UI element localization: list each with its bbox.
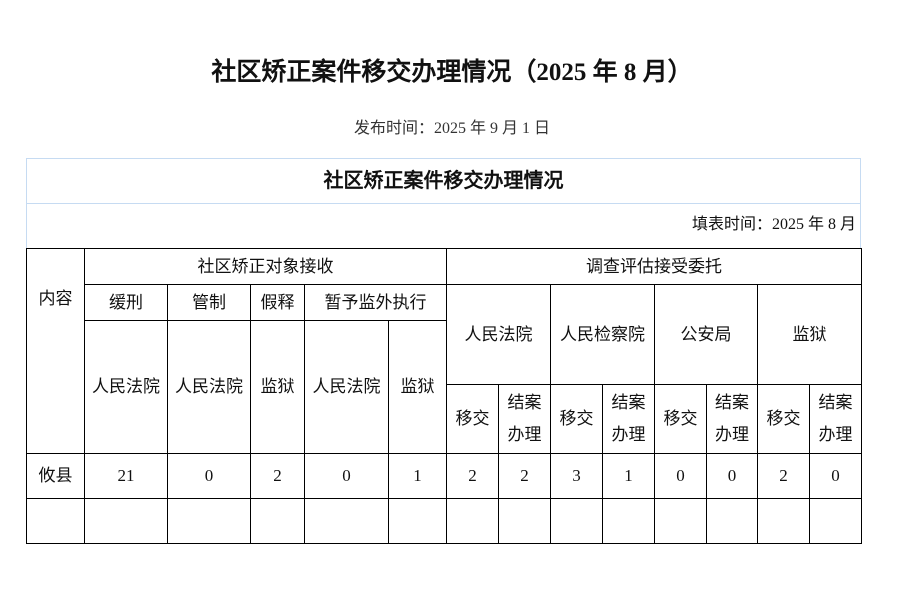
cell: 0 [706, 453, 759, 499]
cell: 1 [387, 453, 448, 499]
header-parole: 假释 [250, 284, 305, 321]
cell: 3 [550, 453, 604, 499]
cell: 2 [757, 453, 811, 499]
fill-time: 填表时间：2025 年 8 月 [26, 203, 861, 249]
page-title: 社区矫正案件移交办理情况（2025 年 8 月） [211, 59, 693, 86]
header-survey-procuratorate: 人民检察院 [550, 284, 656, 385]
cell [167, 498, 251, 544]
header-survey-court: 人民法院 [446, 284, 552, 385]
header-transfer: 移交 [757, 384, 811, 454]
header-source: 人民法院 [304, 320, 389, 454]
header-survey-group: 调查评估接受委托 [446, 248, 863, 285]
header-close: 结案 办理 [498, 384, 552, 454]
header-survey-prison: 监狱 [757, 284, 863, 385]
header-transfer: 移交 [654, 384, 708, 454]
header-survey-police: 公安局 [654, 284, 759, 385]
header-close: 结案 办理 [706, 384, 759, 454]
row-name: 攸县 [26, 453, 85, 499]
header-control: 管制 [167, 284, 251, 321]
cell: 0 [304, 453, 389, 499]
table-row: 攸县 21 0 2 0 1 2 2 3 1 0 0 2 0 [26, 453, 863, 499]
cell [809, 498, 863, 544]
header-source: 监狱 [387, 320, 448, 454]
cell: 2 [250, 453, 305, 499]
table-row [26, 498, 863, 544]
header-close: 结案 办理 [809, 384, 863, 454]
cell: 2 [446, 453, 500, 499]
header-content: 内容 [26, 248, 85, 454]
header-transfer: 移交 [550, 384, 604, 454]
cell [498, 498, 552, 544]
header-transfer: 移交 [446, 384, 500, 454]
cell [602, 498, 656, 544]
header-source: 监狱 [250, 320, 305, 454]
cell [706, 498, 759, 544]
cell [387, 498, 448, 544]
row-name [26, 498, 85, 544]
cell: 0 [654, 453, 708, 499]
cell [757, 498, 811, 544]
cell [654, 498, 708, 544]
cell: 1 [602, 453, 656, 499]
cell [446, 498, 500, 544]
header-probation: 缓刑 [84, 284, 168, 321]
cell [84, 498, 168, 544]
cell: 0 [167, 453, 251, 499]
cell [304, 498, 389, 544]
table-title: 社区矫正案件移交办理情况 [26, 158, 861, 204]
header-source: 人民法院 [84, 320, 168, 454]
header-source: 人民法院 [167, 320, 251, 454]
header-receive-group: 社区矫正对象接收 [83, 248, 448, 285]
cell [550, 498, 604, 544]
header-temp-outside: 暂予监外执行 [303, 284, 448, 321]
cell: 21 [84, 453, 168, 499]
cell: 0 [809, 453, 863, 499]
header-close: 结案 办理 [602, 384, 656, 454]
cell: 2 [498, 453, 552, 499]
publish-time: 发布时间：2025 年 9 月 1 日 [353, 120, 550, 137]
report-table: 内容 社区矫正对象接收 调查评估接受委托 缓刑 管制 假释 暂予监外执行 人民法… [26, 248, 863, 544]
cell [250, 498, 305, 544]
